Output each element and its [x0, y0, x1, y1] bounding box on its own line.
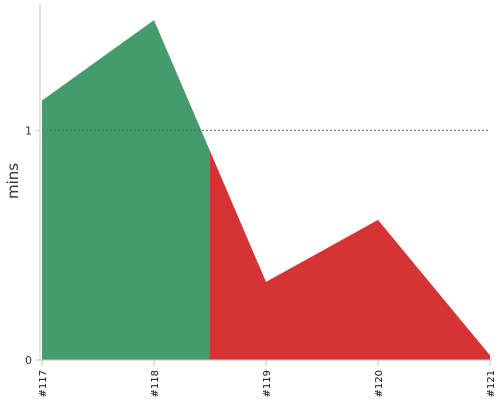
- x-tick-label: #120: [374, 370, 385, 397]
- area-segment-red: [210, 150, 490, 360]
- y-tick-label: 1: [25, 124, 32, 137]
- x-tick-label: #121: [486, 370, 497, 397]
- x-tick-label: #119: [262, 370, 273, 397]
- area-series: [42, 20, 490, 360]
- x-tick-label: #118: [150, 370, 161, 397]
- y-tick-label: 0: [25, 354, 32, 367]
- y-axis-title: mins: [4, 163, 22, 199]
- y-axis-ticks: 01: [25, 124, 40, 367]
- area-segment-green: [42, 20, 210, 360]
- x-axis-ticks: #117 #118 #119 #120 #121: [38, 360, 497, 397]
- x-tick-label: #117: [38, 370, 49, 397]
